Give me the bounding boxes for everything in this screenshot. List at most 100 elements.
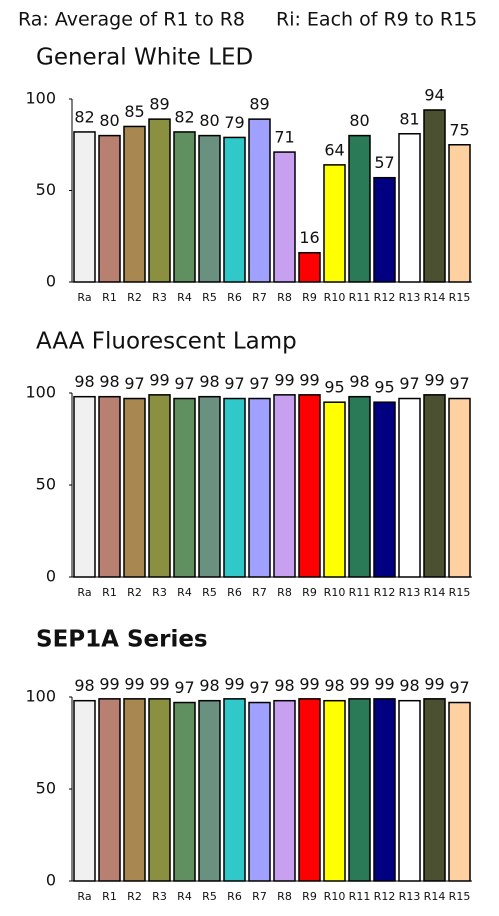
bar — [273, 394, 296, 578]
bar — [398, 699, 421, 882]
value-label: 97 — [399, 374, 419, 393]
x-tick-label: R2 — [127, 291, 142, 304]
x-tick-label: Ra — [77, 291, 91, 304]
x-tick-label: R6 — [227, 586, 242, 599]
x-tick-label: R11 — [349, 291, 371, 304]
chart-title: General White LED — [36, 45, 253, 71]
bar — [98, 134, 121, 283]
value-label: 97 — [174, 678, 194, 697]
bar — [348, 395, 371, 578]
value-label: 89 — [149, 95, 169, 114]
y-tick-label: 50 — [36, 779, 56, 798]
value-label: 79 — [224, 113, 244, 132]
x-tick-label: R12 — [374, 586, 396, 599]
bar — [123, 125, 146, 283]
x-tick-label: R5 — [202, 291, 217, 304]
bar — [348, 134, 371, 283]
value-label: 99 — [374, 674, 394, 693]
x-tick-label: Ra — [77, 586, 91, 599]
y-tick-label: 100 — [25, 383, 56, 402]
bar — [148, 118, 171, 283]
bar — [248, 701, 271, 882]
y-tick-label: 50 — [36, 475, 56, 494]
bar — [148, 394, 171, 578]
x-tick-label: R11 — [349, 890, 371, 903]
x-tick-label: R9 — [302, 890, 317, 903]
x-tick-label: R7 — [252, 890, 267, 903]
x-tick-label: R3 — [152, 586, 167, 599]
x-tick-label: R15 — [449, 586, 471, 599]
bar — [323, 164, 346, 283]
y-tick-label: 0 — [46, 871, 56, 890]
value-label: 89 — [249, 95, 269, 114]
value-label: 97 — [449, 678, 469, 697]
x-tick-label: R6 — [227, 890, 242, 903]
x-tick-label: R2 — [127, 586, 142, 599]
bar — [373, 176, 396, 283]
bar — [298, 251, 321, 283]
value-label: 82 — [74, 107, 94, 126]
bar — [73, 699, 96, 882]
value-label: 98 — [199, 372, 219, 391]
x-tick-label: R1 — [102, 291, 117, 304]
value-label: 98 — [274, 676, 294, 695]
value-label: 97 — [124, 374, 144, 393]
x-tick-label: R2 — [127, 890, 142, 903]
bar — [273, 151, 296, 283]
bar — [298, 394, 321, 578]
bar — [423, 394, 446, 578]
x-tick-label: R1 — [102, 586, 117, 599]
value-label: 99 — [349, 674, 369, 693]
x-tick-label: R8 — [277, 291, 292, 304]
value-label: 80 — [349, 111, 369, 130]
bar — [98, 395, 121, 578]
x-tick-label: R12 — [374, 890, 396, 903]
bar — [223, 136, 246, 283]
value-label: 95 — [374, 378, 394, 397]
bar — [323, 401, 346, 578]
bar — [423, 109, 446, 283]
bar — [148, 698, 171, 882]
bar — [398, 133, 421, 283]
y-tick-label: 50 — [36, 180, 56, 199]
bar — [198, 395, 221, 578]
bar — [423, 698, 446, 882]
bar — [223, 397, 246, 578]
value-label: 98 — [74, 676, 94, 695]
chart-title: AAA Fluorescent Lamp — [36, 329, 297, 355]
bar — [123, 397, 146, 578]
x-tick-label: R1 — [102, 890, 117, 903]
value-label: 99 — [299, 370, 319, 389]
value-label: 80 — [199, 111, 219, 130]
bar — [98, 698, 121, 882]
x-tick-label: Ra — [77, 890, 91, 903]
value-label: 98 — [324, 676, 344, 695]
value-label: 98 — [399, 676, 419, 695]
x-tick-label: R7 — [252, 291, 267, 304]
bar — [73, 395, 96, 578]
bar — [273, 699, 296, 882]
x-tick-label: R5 — [202, 586, 217, 599]
x-tick-label: R14 — [424, 890, 446, 903]
value-label: 97 — [249, 374, 269, 393]
chart-title: SEP1A Series — [36, 627, 208, 653]
x-tick-label: R6 — [227, 291, 242, 304]
y-tick-label: 100 — [25, 687, 56, 706]
bar — [173, 131, 196, 283]
x-tick-label: R3 — [152, 291, 167, 304]
x-tick-label: R14 — [424, 586, 446, 599]
value-label: 97 — [224, 374, 244, 393]
x-tick-label: R4 — [177, 890, 192, 903]
x-tick-label: R9 — [302, 586, 317, 599]
x-tick-label: R8 — [277, 586, 292, 599]
bar — [448, 397, 471, 578]
bar — [323, 699, 346, 882]
value-label: 57 — [374, 153, 394, 172]
x-tick-label: R12 — [374, 291, 396, 304]
bar — [248, 397, 271, 578]
x-tick-label: R15 — [449, 890, 471, 903]
x-tick-label: R10 — [324, 586, 346, 599]
value-label: 99 — [424, 370, 444, 389]
value-label: 64 — [324, 140, 344, 159]
